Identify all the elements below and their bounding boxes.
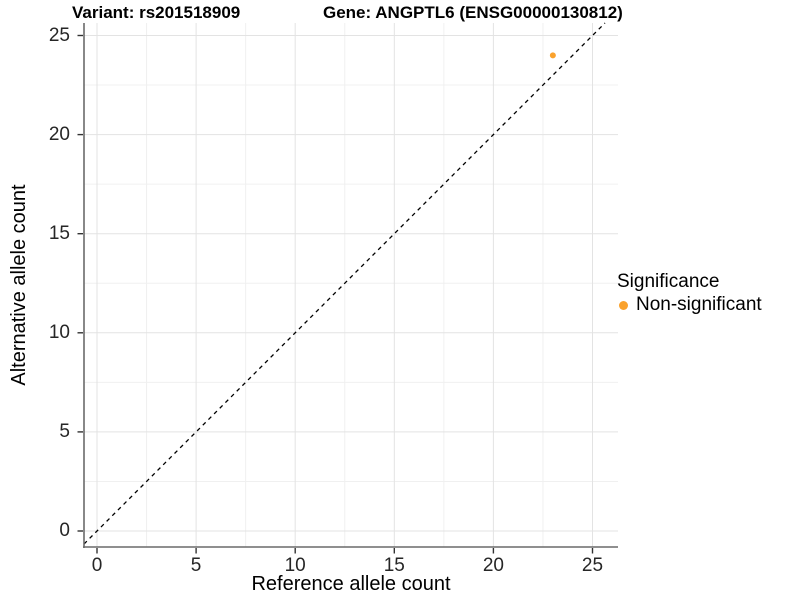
identity-dashed-line: [83, 22, 606, 545]
y-tick-label: 5: [59, 420, 70, 442]
x-tick-label: 25: [581, 555, 604, 576]
y-tick-label: 0: [59, 520, 70, 541]
y-tick-label: 25: [48, 24, 70, 46]
variant-title: Variant: rs201518909: [72, 3, 241, 22]
y-tick-label: 10: [48, 321, 70, 343]
x-tick-label: 20: [482, 555, 504, 576]
x-tick-label: 10: [284, 555, 306, 576]
legend-title: Significance: [617, 271, 720, 292]
legend-point-swatch: [619, 300, 628, 310]
y-axis-title: Alternative allele count: [8, 184, 30, 386]
gene-title: Gene: ANGPTL6 (ENSG00000130812): [323, 3, 623, 22]
x-tick-label: 5: [190, 555, 202, 576]
legend: Significance Non-significant: [617, 272, 762, 316]
y-tick-label: 20: [48, 123, 70, 145]
legend-item: Non-significant: [617, 294, 762, 316]
x-axis-title: Reference allele count: [251, 573, 451, 595]
legend-item-label: Non-significant: [636, 294, 762, 315]
y-tick-label: 15: [48, 222, 70, 244]
data-point: [549, 52, 556, 59]
x-tick-label: 0: [91, 555, 103, 576]
x-tick-label: 15: [383, 555, 405, 576]
